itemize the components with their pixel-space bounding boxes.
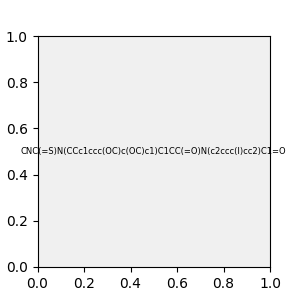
Text: CNC(=S)N(CCc1ccc(OC)c(OC)c1)C1CC(=O)N(c2ccc(I)cc2)C1=O: CNC(=S)N(CCc1ccc(OC)c(OC)c1)C1CC(=O)N(c2… [21, 147, 286, 156]
